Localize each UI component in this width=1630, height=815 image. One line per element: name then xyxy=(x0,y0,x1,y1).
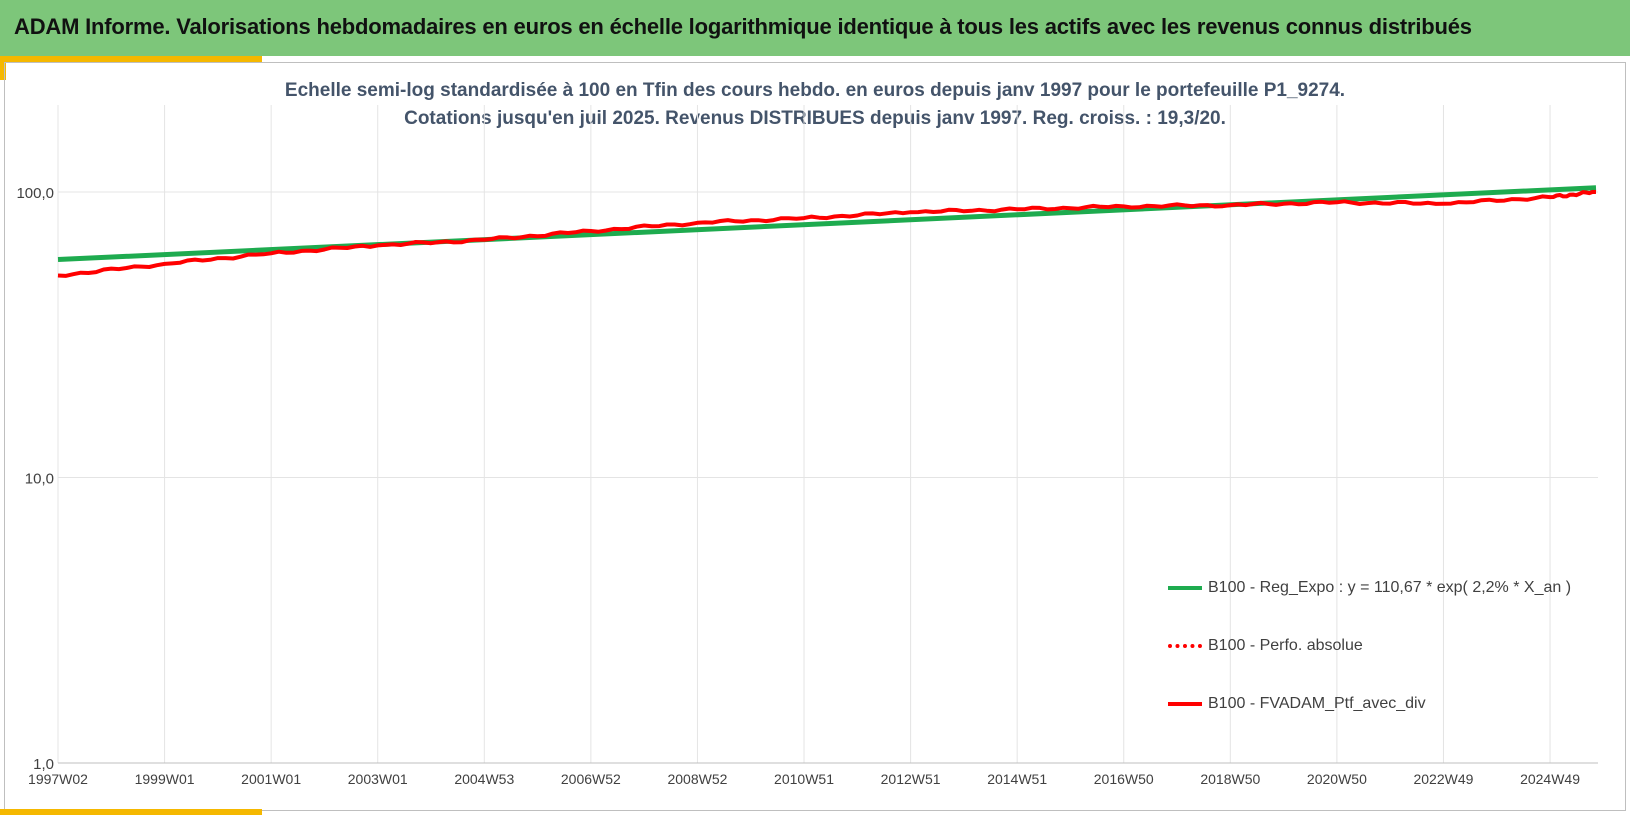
accent-bar-bottom xyxy=(0,809,262,815)
chart-subtitle: Cotations jusqu'en juil 2025. Revenus DI… xyxy=(404,108,1226,129)
x-tick-label: 2016W50 xyxy=(1094,771,1154,787)
accent-bar-top xyxy=(0,56,262,62)
accent-bar-left xyxy=(0,56,6,80)
legend-item-regression: B100 - Reg_Expo : y = 110,67 * exp( 2,2%… xyxy=(1168,576,1571,600)
series-line-regression xyxy=(57,185,1597,263)
legend-label-perfo-absolue: B100 - Perfo. absolue xyxy=(1208,637,1363,654)
x-tick-label: 2018W50 xyxy=(1200,771,1260,787)
y-tick-label: 1,0 xyxy=(33,756,54,773)
x-tick-label: 2006W52 xyxy=(561,771,621,787)
legend-label-regression: B100 - Reg_Expo : y = 110,67 * exp( 2,2%… xyxy=(1208,579,1572,596)
chart-frame xyxy=(4,62,1626,811)
y-tick-label: 100,0 xyxy=(16,185,54,202)
legend-label-portfolio: B100 - FVADAM_Ptf_avec_div xyxy=(1208,695,1426,712)
legend-swatch-perfo-absolue xyxy=(1168,644,1202,648)
x-tick-label: 1999W01 xyxy=(135,771,195,787)
x-tick-label: 2001W01 xyxy=(241,771,301,787)
header-banner: ADAM Informe. Valorisations hebdomadaire… xyxy=(0,0,1630,56)
legend-item-perfo-absolue: B100 - Perfo. absolue xyxy=(1168,634,1363,658)
x-tick-label: 2020W50 xyxy=(1307,771,1367,787)
x-tick-label: 2024W49 xyxy=(1520,771,1580,787)
x-tick-label: 2010W51 xyxy=(774,771,834,787)
x-tick-label: 2012W51 xyxy=(881,771,941,787)
x-tick-label: 2004W53 xyxy=(454,771,514,787)
page-title: ADAM Informe. Valorisations hebdomadaire… xyxy=(14,14,1472,39)
x-tick-label: 2014W51 xyxy=(987,771,1047,787)
legend-item-portfolio: B100 - FVADAM_Ptf_avec_div xyxy=(1168,692,1426,716)
x-tick-label: 2008W52 xyxy=(667,771,727,787)
x-tick-label: 2022W49 xyxy=(1413,771,1473,787)
chart-title: Echelle semi-log standardisée à 100 en T… xyxy=(284,80,1346,101)
series-line-portfolio xyxy=(57,189,1597,278)
x-tick-label: 1997W02 xyxy=(28,771,88,787)
legend-swatch-portfolio xyxy=(1168,702,1202,706)
x-tick-label: 2003W01 xyxy=(348,771,408,787)
legend-swatch-regression xyxy=(1168,586,1202,590)
y-tick-label: 10,0 xyxy=(25,471,54,488)
